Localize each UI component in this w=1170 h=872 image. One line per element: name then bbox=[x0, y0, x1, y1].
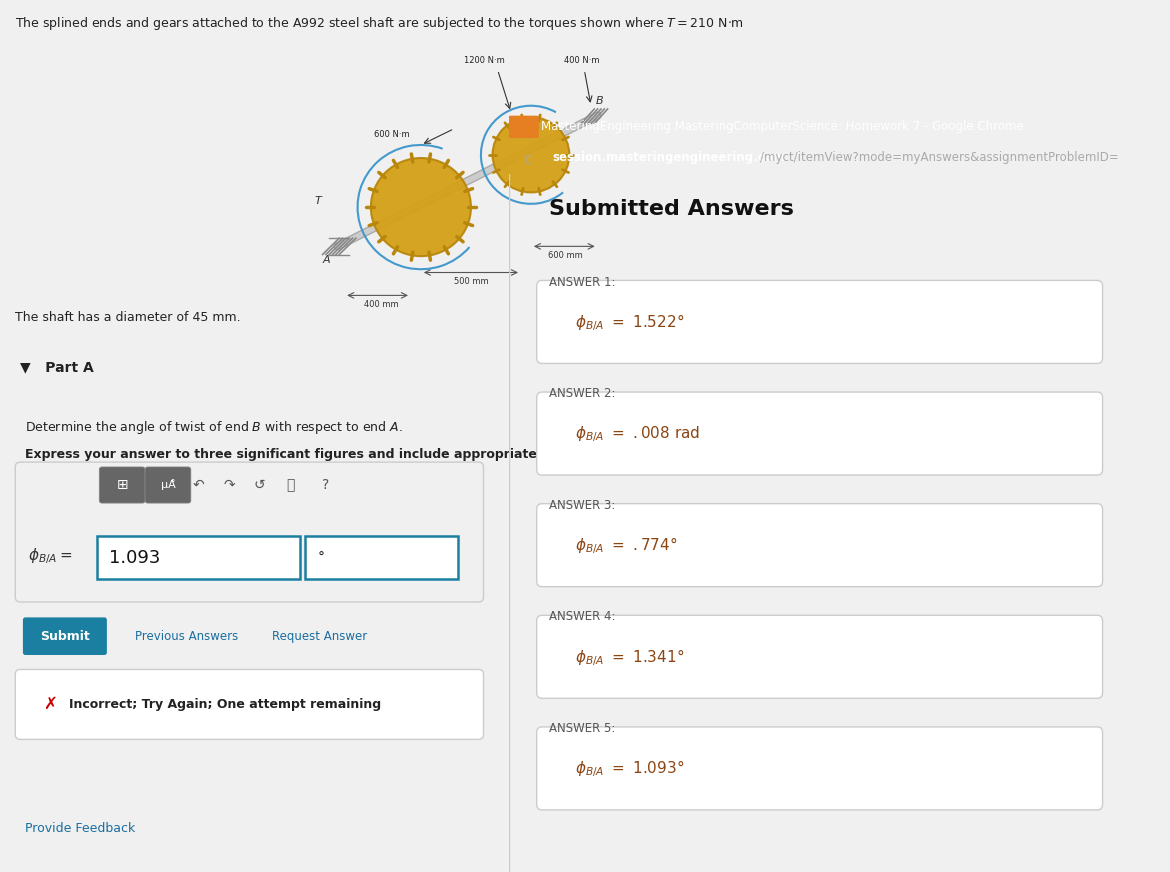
Text: session.masteringengineering.com: session.masteringengineering.com bbox=[552, 152, 785, 164]
FancyBboxPatch shape bbox=[537, 281, 1102, 364]
Text: $\phi_{B/A}\ =\ .008\ \mathrm{rad}$: $\phi_{B/A}\ =\ .008\ \mathrm{rad}$ bbox=[574, 424, 701, 444]
Text: $\phi_{B/A}\ =\ 1.341°$: $\phi_{B/A}\ =\ 1.341°$ bbox=[574, 647, 684, 668]
Text: ⊞: ⊞ bbox=[116, 478, 128, 492]
Text: ↶: ↶ bbox=[193, 478, 205, 492]
Text: ANSWER 5:: ANSWER 5: bbox=[549, 722, 615, 735]
Text: ANSWER 2:: ANSWER 2: bbox=[549, 387, 615, 400]
Text: ⎙: ⎙ bbox=[285, 478, 295, 492]
Text: 500 mm: 500 mm bbox=[454, 277, 489, 286]
FancyBboxPatch shape bbox=[537, 616, 1102, 698]
Text: Determine the angle of twist of end $B$ with respect to end $A$.: Determine the angle of twist of end $B$ … bbox=[26, 419, 404, 436]
Text: 600 N·m: 600 N·m bbox=[374, 130, 410, 139]
FancyBboxPatch shape bbox=[15, 462, 483, 602]
Text: ✗: ✗ bbox=[43, 695, 57, 713]
Text: 🔒: 🔒 bbox=[525, 153, 531, 163]
FancyBboxPatch shape bbox=[99, 467, 145, 503]
Text: 1200 N·m: 1200 N·m bbox=[464, 56, 505, 65]
Text: ANSWER 1:: ANSWER 1: bbox=[549, 276, 615, 289]
Text: ANSWER 3:: ANSWER 3: bbox=[549, 499, 615, 512]
Text: MasteringEngineering MasteringComputerScience: Homework 7 - Google Chrome: MasteringEngineering MasteringComputerSc… bbox=[541, 120, 1024, 133]
Circle shape bbox=[371, 158, 470, 256]
FancyBboxPatch shape bbox=[305, 536, 457, 579]
Text: $\phi_{B/A}\ =\ 1.522°$: $\phi_{B/A}\ =\ 1.522°$ bbox=[574, 312, 684, 333]
FancyBboxPatch shape bbox=[537, 392, 1102, 475]
Text: ?: ? bbox=[322, 478, 329, 492]
Text: B: B bbox=[596, 96, 604, 106]
Text: Request Answer: Request Answer bbox=[273, 630, 367, 643]
Text: /myct/itemView?mode=myAnswers&assignmentProblemID=: /myct/itemView?mode=myAnswers&assignment… bbox=[760, 152, 1119, 164]
Text: ↷: ↷ bbox=[223, 478, 235, 492]
Text: T: T bbox=[315, 196, 321, 206]
Text: ↺: ↺ bbox=[254, 478, 266, 492]
FancyBboxPatch shape bbox=[145, 467, 191, 503]
Text: $\phi_{B/A}\ =\ 1.093°$: $\phi_{B/A}\ =\ 1.093°$ bbox=[574, 759, 684, 780]
Text: Incorrect; Try Again; One attempt remaining: Incorrect; Try Again; One attempt remain… bbox=[69, 698, 380, 711]
FancyBboxPatch shape bbox=[23, 617, 106, 655]
FancyBboxPatch shape bbox=[97, 536, 301, 579]
Text: ANSWER 4:: ANSWER 4: bbox=[549, 610, 615, 623]
Text: Submitted Answers: Submitted Answers bbox=[549, 199, 793, 219]
Text: The splined ends and gears attached to the A992 steel shaft are subjected to the: The splined ends and gears attached to t… bbox=[15, 15, 744, 32]
Circle shape bbox=[493, 117, 570, 193]
Text: 400 N·m: 400 N·m bbox=[564, 56, 600, 65]
Text: The shaft has a diameter of 45 mm.: The shaft has a diameter of 45 mm. bbox=[15, 311, 241, 324]
Text: A: A bbox=[323, 255, 330, 265]
FancyBboxPatch shape bbox=[537, 727, 1102, 810]
FancyBboxPatch shape bbox=[15, 670, 483, 739]
Text: 1.093: 1.093 bbox=[110, 548, 160, 567]
Text: μÅ: μÅ bbox=[160, 480, 176, 490]
Text: Submit: Submit bbox=[40, 630, 90, 643]
Text: °: ° bbox=[318, 550, 325, 564]
Text: ▼   Part A: ▼ Part A bbox=[20, 360, 94, 375]
Text: $\phi_{B/A}\ =\ .774°$: $\phi_{B/A}\ =\ .774°$ bbox=[574, 535, 677, 556]
FancyBboxPatch shape bbox=[537, 504, 1102, 587]
Text: Express your answer to three significant figures and include appropriate units.: Express your answer to three significant… bbox=[26, 447, 581, 460]
Text: 600 mm: 600 mm bbox=[548, 251, 583, 260]
FancyBboxPatch shape bbox=[509, 116, 538, 138]
Text: $\phi_{B/A} =$: $\phi_{B/A} =$ bbox=[28, 546, 73, 566]
Text: 400 mm: 400 mm bbox=[364, 300, 399, 309]
Text: Provide Feedback: Provide Feedback bbox=[26, 822, 136, 835]
Text: Previous Answers: Previous Answers bbox=[135, 630, 239, 643]
